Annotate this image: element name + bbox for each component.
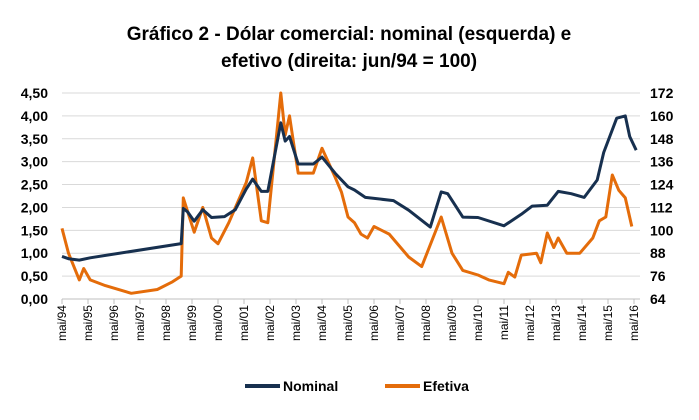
right-tick-label: 124 [650, 177, 674, 193]
legend: Nominal Efetiva [245, 378, 469, 394]
legend-label-efetiva: Efetiva [423, 378, 469, 394]
x-tick-label: mai/95 [81, 305, 95, 341]
left-tick-label: 2,50 [21, 177, 48, 193]
left-tick-label: 4,50 [21, 85, 48, 101]
left-tick-label: 1,00 [21, 245, 48, 261]
x-tick-label: mai/06 [367, 305, 381, 341]
x-tick-label: mai/08 [419, 305, 433, 341]
series-lines [60, 91, 638, 295]
x-tick-label: mai/96 [107, 305, 121, 341]
series-line-nominal [61, 114, 638, 262]
right-tick-label: 64 [650, 291, 666, 307]
x-tick-label: mai/12 [523, 305, 537, 341]
x-tick-label: mai/99 [185, 305, 199, 341]
gridlines [62, 92, 640, 277]
left-tick-label: 1,50 [21, 222, 48, 238]
x-tick-label: mai/09 [445, 305, 459, 341]
x-tick-label: mai/10 [471, 305, 485, 341]
x-tick-label: mai/04 [315, 305, 329, 341]
x-tick-label: mai/94 [55, 305, 69, 341]
series-line-efetiva [60, 91, 634, 295]
x-tick-label: mai/16 [627, 305, 641, 341]
right-axis-ticks: 64 76 88 100 112 124 136 148 160 172 [650, 85, 674, 307]
left-tick-label: 3,50 [21, 131, 48, 147]
left-tick-label: 0,00 [21, 291, 48, 307]
x-tick-label: mai/05 [341, 305, 355, 341]
x-tick-label: mai/14 [575, 305, 589, 341]
right-tick-label: 112 [650, 199, 673, 215]
left-tick-label: 2,00 [21, 199, 48, 215]
right-tick-label: 100 [650, 222, 674, 238]
x-tick-label: mai/13 [549, 305, 563, 341]
x-tick-label: mai/00 [211, 305, 225, 341]
left-tick-label: 4,00 [21, 108, 48, 124]
left-tick-label: 0,50 [21, 268, 48, 284]
right-tick-label: 172 [650, 85, 674, 101]
x-tick-label: mai/07 [393, 305, 407, 341]
left-tick-label: 3,00 [21, 154, 48, 170]
legend-label-nominal: Nominal [283, 378, 338, 394]
right-tick-label: 76 [650, 268, 666, 284]
x-tick-label: mai/02 [263, 305, 277, 341]
left-axis-ticks: 0,00 0,50 1,00 1,50 2,00 2,50 3,00 3,50 4,00 4,50 [21, 85, 48, 307]
chart-title-line-1: Gráfico 2 - Dólar comercial: nominal (es… [127, 24, 572, 45]
right-tick-label: 136 [650, 154, 674, 170]
x-axis: mai/94 mai/95 mai/96 mai/97 mai/98 mai/99 mai/… [55, 298, 641, 341]
x-tick-label: mai/03 [289, 305, 303, 341]
x-tick-label: mai/01 [237, 305, 251, 341]
x-tick-label: mai/15 [601, 305, 615, 341]
x-tick-label: mai/11 [497, 305, 511, 340]
right-tick-label: 160 [650, 108, 674, 124]
x-tick-label: mai/97 [133, 305, 147, 341]
x-tick-label: mai/98 [159, 305, 173, 341]
right-tick-label: 148 [650, 131, 674, 147]
chart-title-line-2: efetivo (direita: jun/94 = 100) [221, 51, 477, 72]
right-tick-label: 88 [650, 245, 666, 261]
